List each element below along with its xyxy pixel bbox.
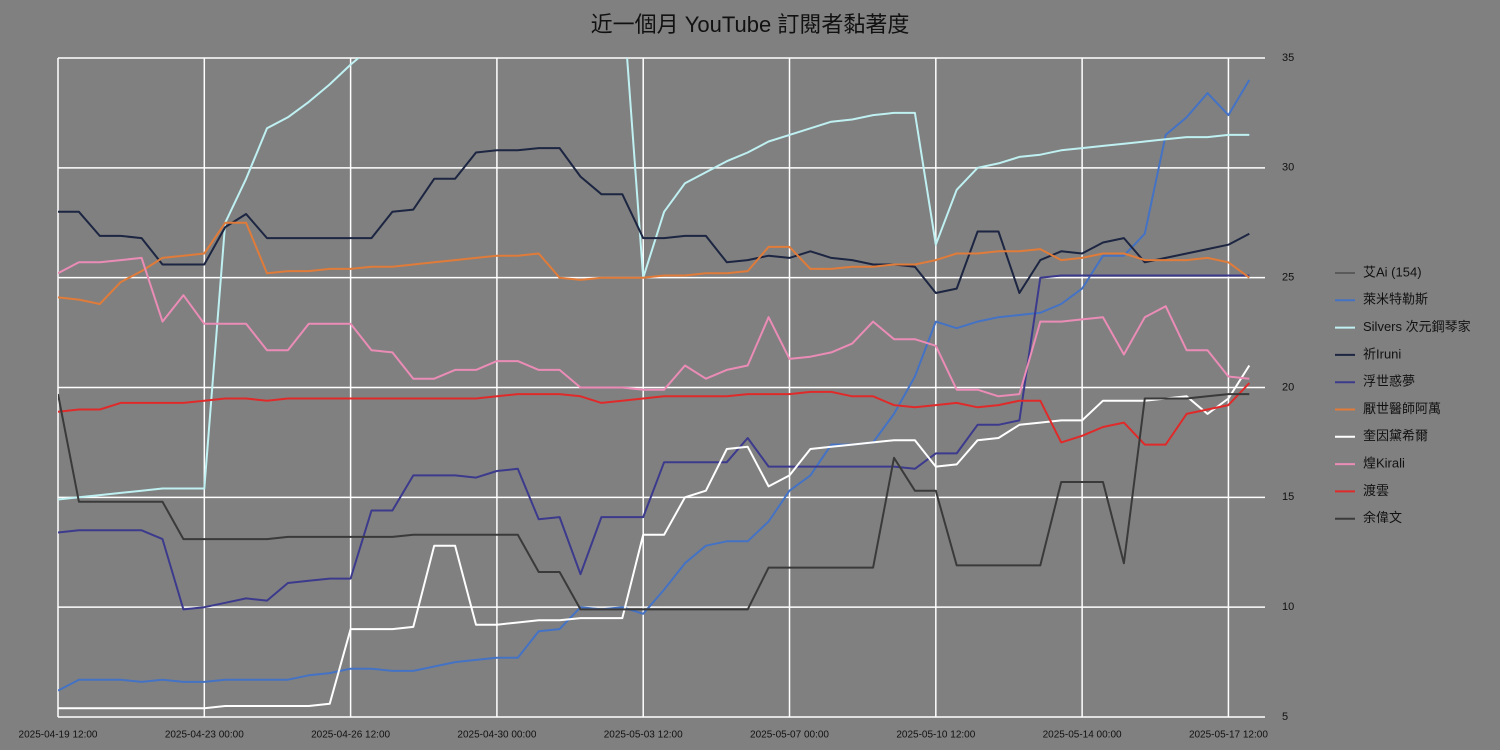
legend-label: 奎因黛希爾 [1363, 428, 1428, 443]
x-tick-label: 2025-05-14 00:00 [1043, 730, 1122, 741]
x-tick-label: 2025-05-17 12:00 [1189, 730, 1268, 741]
legend-label: 余偉文 [1363, 510, 1402, 525]
y-tick-label: 5 [1282, 711, 1288, 723]
x-tick-label: 2025-04-26 12:00 [311, 730, 390, 741]
y-tick-label: 10 [1282, 601, 1294, 613]
x-tick-label: 2025-05-10 12:00 [896, 730, 975, 741]
x-tick-label: 2025-04-30 00:00 [457, 730, 536, 741]
x-tick-label: 2025-04-19 12:00 [19, 730, 98, 741]
legend-label: 煌Kirali [1363, 456, 1405, 471]
x-tick-label: 2025-05-07 00:00 [750, 730, 829, 741]
legend-label: 艾Ai (154) [1363, 264, 1422, 279]
y-tick-label: 15 [1282, 491, 1294, 503]
y-tick-label: 20 [1282, 381, 1294, 393]
x-tick-label: 2025-05-03 12:00 [604, 730, 683, 741]
legend-label: 渡雲 [1363, 483, 1389, 498]
series-line [58, 393, 1250, 611]
y-tick-label: 25 [1282, 272, 1294, 284]
series-line [58, 382, 1251, 446]
legend-label: 萊米特勒斯 [1363, 292, 1428, 307]
series-line [58, 274, 1250, 611]
legend-label: 浮世惑夢 [1363, 374, 1415, 389]
series-line [58, 256, 1250, 398]
legend-label: Silvers 次元鋼琴家 [1363, 319, 1471, 334]
series-line [58, 221, 1250, 305]
legend-label: 厭世醫師阿萬 [1363, 401, 1441, 416]
y-tick-label: 30 [1282, 162, 1294, 174]
series-line [58, 58, 1250, 501]
plot-area [58, 58, 1251, 710]
legend-label: 祈Iruni [1363, 346, 1401, 361]
chart-title: 近一個月 YouTube 訂閱者黏著度 [591, 12, 910, 37]
series-line [58, 79, 1251, 692]
x-tick-label: 2025-04-23 00:00 [165, 730, 244, 741]
y-tick-label: 35 [1282, 52, 1294, 64]
